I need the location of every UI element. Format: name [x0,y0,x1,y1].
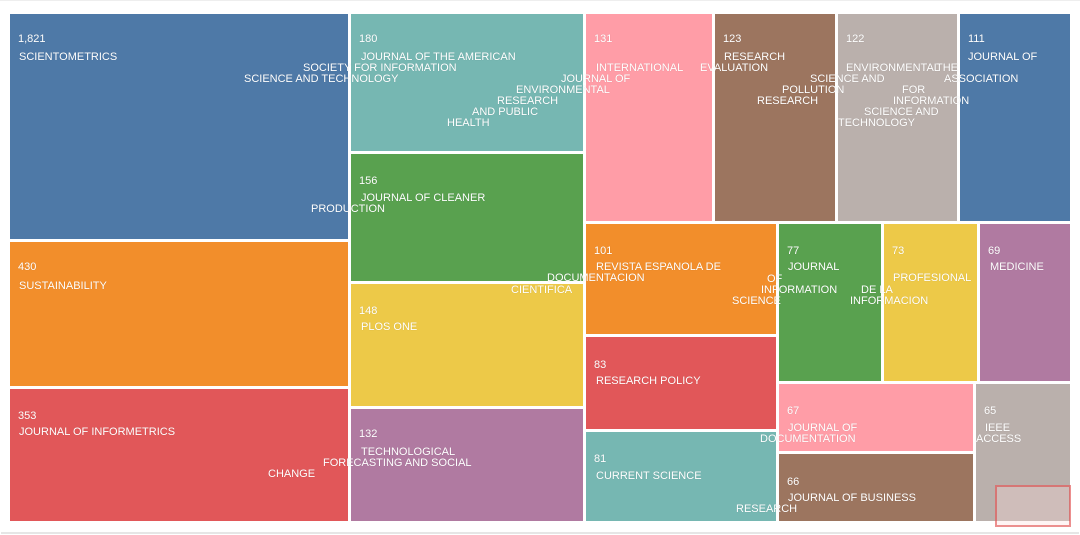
tile-name-label: FOR [902,84,926,96]
tile-name-label: RESEARCH [724,51,786,63]
tile-value-label: 156 [359,175,378,187]
tile-name-label: ENVIRONMENTAL [516,84,610,96]
treemap-tile[interactable] [351,14,583,151]
treemap-tile[interactable] [351,154,583,281]
tile-name-label: IEEE [985,422,1011,434]
tile-name-label: SOCIETY FOR INFORMATION [303,62,457,74]
tile-name-label: ACCESS [976,433,1022,445]
treemap-tile[interactable] [586,337,776,429]
tile-value-label: 65 [984,405,997,417]
treemap-tile[interactable] [586,432,776,521]
treemap-tile[interactable] [351,409,583,521]
tile-name-label: ENVIRONMENTAL [846,62,940,74]
tile-name-label: TECHNOLOGICAL [361,446,456,458]
tile-value-label: 1,821 [18,33,46,45]
tile-name-label: SCIENCE AND TECHNOLOGY [244,73,399,85]
tile-name-label: ASSOCIATION [944,73,1019,85]
tile-name-label: RESEARCH [736,503,798,515]
tile-name-label: RESEARCH POLICY [596,375,701,387]
tile-name-label: INFORMACION [850,295,929,307]
treemap-tile[interactable] [586,224,776,334]
tile-value-label: 81 [594,453,607,465]
tile-name-label: SCIENCE [732,295,781,307]
tile-name-label: CHANGE [268,468,316,480]
tile-name-label: THE [936,62,958,74]
tile-name-label: INTERNATIONAL [596,62,684,74]
tile-name-label: RESEARCH [757,95,819,107]
tile-value-label: 77 [787,245,800,257]
tile-name-label: INFORMATION [761,284,838,296]
treemap-tile[interactable] [715,14,835,221]
tile-name-label: PLOS ONE [361,321,418,333]
tile-name-label: SUSTAINABILITY [19,280,107,292]
tile-name-label: JOURNAL OF THE AMERICAN [361,51,516,63]
treemap-tile[interactable] [586,14,712,221]
tile-name-label: POLLUTION [782,84,845,96]
tile-value-label: 73 [892,245,905,257]
tile-name-label: FORECASTING AND SOCIAL [323,457,472,469]
treemap-tile[interactable] [779,454,973,521]
tile-name-label: PRODUCTION [311,203,385,215]
tile-value-label: 353 [18,410,37,422]
tile-name-label: JOURNAL [788,261,840,273]
treemap-tile[interactable] [10,14,348,239]
tile-name-label: INFORMATION [893,95,970,107]
tile-name-label: MEDICINE [990,261,1044,273]
tile-value-label: 131 [594,33,613,45]
watermark-logo [995,485,1071,527]
treemap-tile[interactable] [960,14,1070,221]
tile-value-label: 69 [988,245,1001,257]
tile-name-label: CURRENT SCIENCE [596,470,702,482]
treemap-tile[interactable] [10,242,348,386]
tile-value-label: 101 [594,245,613,257]
tile-name-label: JOURNAL OF BUSINESS [788,492,916,504]
tile-name-label: DE LA [861,284,893,296]
tile-value-label: 123 [723,33,742,45]
tile-name-label: JOURNAL OF INFORMETRICS [19,426,176,438]
tile-name-label: DOCUMENTATION [760,433,856,445]
tile-value-label: 122 [846,33,865,45]
tile-name-label: OF [767,273,783,285]
tile-name-label: JOURNAL OF [561,73,631,85]
tile-name-label: JOURNAL OF [968,51,1038,63]
tile-name-label: RESEARCH [497,95,559,107]
treemap-tile[interactable] [779,224,881,381]
treemap-tile[interactable] [976,384,1070,521]
treemap-tile[interactable] [980,224,1070,381]
tile-value-label: 180 [359,33,378,45]
treemap-tile[interactable] [838,14,957,221]
tile-name-label: PROFESIONAL [893,272,972,284]
tile-name-label: CIENTIFICA [511,284,573,296]
tile-value-label: 66 [787,476,800,488]
tile-name-label: SCIENCE AND [810,73,885,85]
tile-value-label: 111 [968,33,985,45]
tile-name-label: EVALUATION [700,62,769,74]
tile-name-label: JOURNAL OF CLEANER [361,192,486,204]
treemap-tile[interactable] [779,384,973,451]
tile-name-label: REVISTA ESPANOLA DE [596,261,721,273]
tile-value-label: 132 [359,428,378,440]
treemap-tile[interactable] [884,224,977,381]
tile-value-label: 83 [594,359,607,371]
tile-name-label: HEALTH [447,117,490,129]
treemap-tile[interactable] [10,389,348,521]
tile-value-label: 67 [787,405,800,417]
tile-name-label: SCIENCE AND [864,106,939,118]
tile-value-label: 430 [18,261,37,273]
tile-name-label: TECHNOLOGY [838,117,916,129]
tile-value-label: 148 [359,305,378,317]
tile-name-label: AND PUBLIC [472,106,539,118]
tile-name-label: JOURNAL OF [788,422,858,434]
treemap-tile[interactable] [351,284,583,406]
chart-border [1,532,1079,534]
tile-name-label: SCIENTOMETRICS [19,51,118,63]
tile-name-label: DOCUMENTACION [547,272,645,284]
